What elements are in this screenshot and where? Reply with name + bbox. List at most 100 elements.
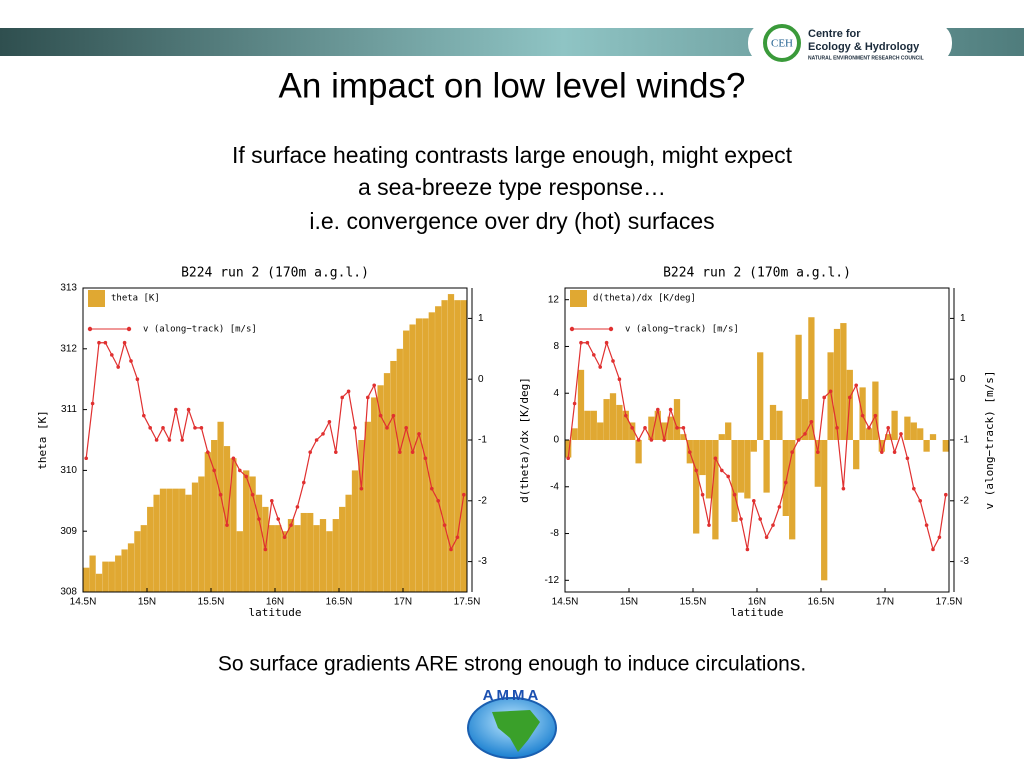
line-marker <box>899 432 903 436</box>
y2-tick-label: 0 <box>478 374 484 385</box>
bar <box>616 404 623 440</box>
line-marker <box>931 547 935 552</box>
bar <box>577 369 585 440</box>
line <box>85 340 465 552</box>
bar <box>89 555 96 592</box>
bar <box>565 440 572 458</box>
line-marker <box>410 450 415 454</box>
y-tick-label: 8 <box>553 341 559 352</box>
bar <box>763 440 770 493</box>
bar <box>140 525 147 592</box>
line-marker <box>430 486 434 491</box>
bar <box>121 549 128 592</box>
line-marker <box>122 340 127 345</box>
line-marker <box>604 340 609 345</box>
line-marker <box>129 359 133 363</box>
y-tick-label: 4 <box>553 388 559 399</box>
y2-tick-label: -2 <box>960 495 969 506</box>
line-marker <box>282 535 287 540</box>
line-marker <box>417 432 421 436</box>
line-marker <box>598 365 602 369</box>
line-marker <box>455 535 460 540</box>
line-marker <box>167 438 172 442</box>
y2-tick-label: -3 <box>478 556 487 567</box>
bar <box>371 397 378 592</box>
legend-label: v (along−track) [m/s] <box>625 325 739 335</box>
bar <box>923 440 930 452</box>
y-tick-label: 310 <box>60 465 77 476</box>
bar <box>332 519 339 592</box>
y2-tick-label: 1 <box>960 313 966 324</box>
line-marker <box>918 499 922 503</box>
bar <box>744 440 751 499</box>
line-marker <box>643 426 647 430</box>
legend-marker <box>87 326 93 332</box>
line-marker <box>218 492 223 497</box>
bar <box>910 422 917 440</box>
bar <box>300 512 307 592</box>
line-marker <box>758 517 762 521</box>
y2-tick-label: -3 <box>960 556 969 567</box>
line-marker <box>764 535 769 540</box>
chart-title: B224 run 2 (170m a.g.l.) <box>181 266 369 281</box>
line-marker <box>359 486 364 491</box>
line-marker <box>828 389 833 394</box>
x-tick-label: 16.5N <box>326 597 353 608</box>
line-marker <box>103 340 108 345</box>
line-marker <box>867 426 871 430</box>
line-marker <box>423 456 428 461</box>
bar <box>584 410 591 440</box>
bar <box>693 440 700 534</box>
y2-tick-label: -1 <box>960 435 969 446</box>
line-marker <box>257 517 261 521</box>
bar <box>603 399 610 440</box>
line-marker <box>636 438 641 442</box>
bar <box>294 525 301 592</box>
line-marker <box>225 523 229 527</box>
line-marker <box>449 547 453 552</box>
bar <box>571 428 578 440</box>
line-marker <box>90 401 95 406</box>
x-tick-label: 15.5N <box>680 597 707 608</box>
y2-tick-label: 1 <box>478 313 484 324</box>
line-marker <box>391 413 396 418</box>
bar <box>827 352 834 440</box>
line-marker <box>154 438 159 442</box>
bar <box>435 306 442 592</box>
bar <box>115 555 122 592</box>
line-marker <box>142 413 146 418</box>
bar <box>789 440 796 540</box>
line-marker <box>186 407 191 412</box>
line-marker <box>116 365 120 369</box>
y2-tick-label: -2 <box>478 495 487 506</box>
line-marker <box>854 383 858 388</box>
x-tick-label: 15N <box>620 597 638 608</box>
bar <box>648 416 655 440</box>
line-marker <box>848 395 852 400</box>
bar <box>127 543 135 592</box>
bar <box>795 334 802 440</box>
bar <box>853 440 860 470</box>
line-marker <box>161 426 165 430</box>
bar <box>268 525 275 592</box>
bar <box>718 434 725 440</box>
line-marker <box>385 426 389 430</box>
bar <box>878 440 885 452</box>
line-marker <box>334 450 338 454</box>
bar <box>833 328 841 440</box>
bar <box>885 434 892 440</box>
line-marker <box>809 419 814 424</box>
line-marker <box>771 523 775 527</box>
bar <box>326 531 333 592</box>
bar <box>172 488 179 592</box>
line-marker <box>206 450 210 454</box>
legend-label: v (along−track) [m/s] <box>143 325 257 335</box>
bar <box>667 416 674 440</box>
x-tick-label: 17.5N <box>454 597 481 608</box>
bar <box>821 440 828 581</box>
line <box>567 340 947 552</box>
x-tick-label: 16N <box>266 597 284 608</box>
line-marker <box>308 450 313 454</box>
line-marker <box>321 432 325 436</box>
line-marker <box>378 413 383 418</box>
